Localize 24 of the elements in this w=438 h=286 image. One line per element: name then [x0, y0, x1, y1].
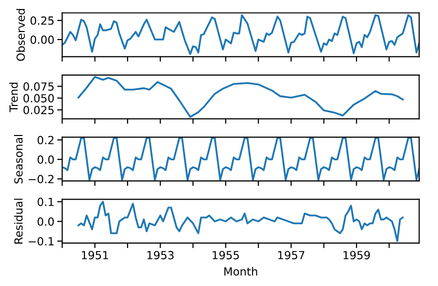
y-tick-label: 0.075	[23, 82, 54, 91]
y-tick-label: −0.2	[28, 174, 54, 184]
y-tick-label: 0.00	[30, 36, 54, 44]
y-tick-label: −0.1	[28, 237, 54, 246]
y-axis-title: Residual	[14, 198, 23, 244]
x-tick-label: 1951	[82, 250, 108, 260]
x-tick-label: 1957	[278, 250, 304, 260]
line-series	[62, 14, 420, 55]
y-tick-label: 0.1	[38, 198, 54, 206]
line-series	[77, 200, 404, 242]
y-axis-title: Observed	[16, 9, 25, 61]
line-series	[77, 76, 404, 118]
y-tick-label: 0.25	[30, 16, 54, 25]
y-tick-label: 0.2	[38, 136, 54, 144]
y-tick-label: 0.0	[38, 155, 54, 164]
x-tick-label: 1955	[212, 250, 239, 260]
y-tick-label: 0.025	[23, 106, 54, 114]
y-axis-title: Seasonal	[14, 134, 23, 184]
y-tick-label: 0.0	[38, 217, 54, 226]
x-tick-label: 1959	[344, 250, 370, 260]
x-axis-title: Month	[224, 267, 258, 276]
y-tick-label: 0.050	[23, 94, 54, 102]
x-tick-label: 1953	[147, 250, 174, 260]
y-axis-title: Trend	[9, 82, 18, 112]
